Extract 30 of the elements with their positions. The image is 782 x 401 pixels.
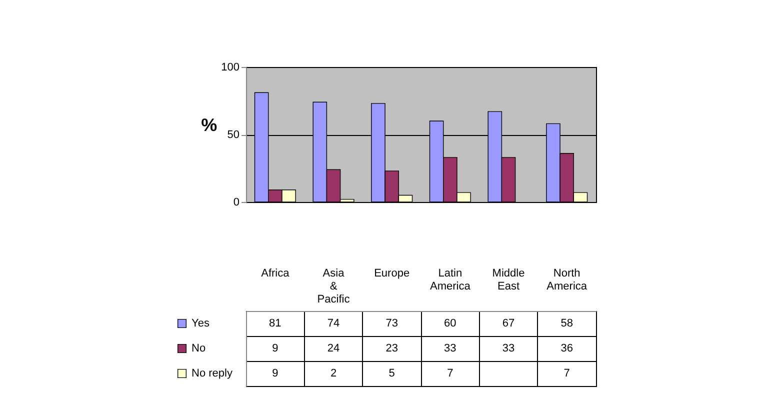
data-label: 36 bbox=[560, 342, 573, 354]
x-tick-label: North America bbox=[546, 268, 588, 292]
data-label: 60 bbox=[444, 318, 456, 330]
data-label: 81 bbox=[269, 318, 282, 330]
x-tick-label: Middle East bbox=[492, 268, 525, 292]
data-label: 9 bbox=[272, 368, 278, 380]
data-label: 23 bbox=[386, 342, 398, 354]
legend-label: No reply bbox=[192, 368, 233, 380]
data-label: 74 bbox=[327, 318, 340, 330]
y-tick-label: 50 bbox=[227, 129, 240, 141]
x-tick-label: Latin America bbox=[430, 268, 472, 292]
data-label: 58 bbox=[560, 318, 573, 330]
legend-label: Yes bbox=[192, 318, 210, 330]
data-label: 73 bbox=[386, 318, 398, 330]
x-tick-label: Asia & Pacific bbox=[317, 268, 350, 306]
y-axis-title: % bbox=[201, 115, 218, 135]
data-label: 5 bbox=[388, 368, 395, 380]
y-tick-label: 100 bbox=[221, 62, 240, 74]
data-label: 33 bbox=[502, 342, 515, 354]
x-tick-label: Europe bbox=[374, 268, 410, 280]
legend-label: No bbox=[192, 342, 206, 354]
y-tick-label: 0 bbox=[233, 196, 240, 208]
data-label: 2 bbox=[330, 368, 337, 380]
data-label: 9 bbox=[272, 342, 278, 354]
data-label: 7 bbox=[447, 368, 454, 380]
data-label: 67 bbox=[502, 318, 515, 330]
x-tick-label: Africa bbox=[261, 268, 290, 280]
data-label: 7 bbox=[564, 368, 570, 380]
data-label: 24 bbox=[327, 342, 340, 354]
data-label: 33 bbox=[444, 342, 456, 354]
